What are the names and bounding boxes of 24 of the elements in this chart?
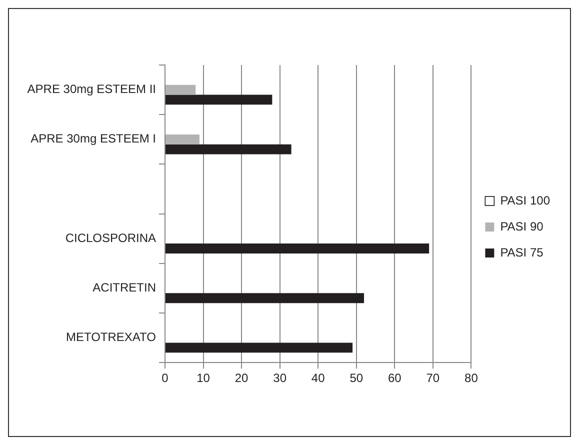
y-tick-label: APRE 30mg ESTEEM I: [30, 132, 156, 146]
legend-label: PASI 100: [500, 193, 550, 208]
x-tick-label: 0: [162, 371, 169, 386]
bar: [166, 293, 364, 304]
y-tick-label: CICLOSPORINA: [65, 230, 156, 245]
x-tick-label: 50: [350, 371, 364, 386]
bar: [166, 244, 430, 254]
y-tick-label: ACITRETIN: [92, 280, 156, 295]
y-tick-label: METOTREXATO: [66, 330, 156, 344]
y-tick-label: APRE 30mg ESTEEM II: [27, 82, 156, 96]
legend-label: PASI 90: [500, 219, 544, 234]
bar: [166, 144, 292, 154]
x-tick-label: 30: [273, 371, 287, 386]
bar: [166, 342, 353, 353]
bar: [166, 84, 196, 95]
x-tick-label: 80: [464, 371, 478, 386]
x-tick-label: 60: [388, 371, 402, 386]
bar: [166, 134, 200, 144]
x-tick-label: 40: [311, 371, 326, 386]
legend-label: PASI 75: [500, 245, 544, 260]
x-tick-label: 10: [196, 371, 210, 386]
bar: [166, 94, 272, 105]
x-tick-label: 70: [426, 371, 440, 386]
x-tick-label: 20: [234, 371, 249, 386]
